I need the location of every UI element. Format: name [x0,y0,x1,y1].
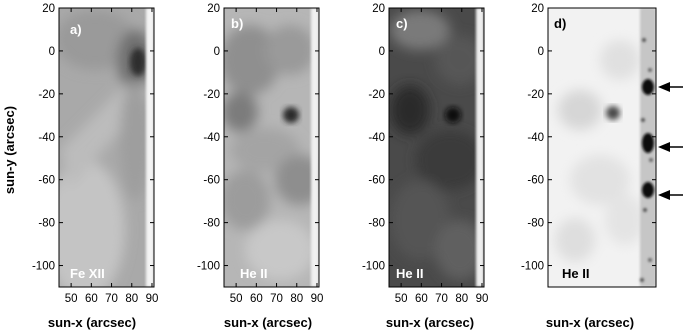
x-tick-label-0-2: 70 [105,293,118,305]
y-tick-label-1-2: -20 [203,89,220,101]
x-tick-label-2-4: 90 [476,293,489,305]
panel-c-image [389,8,484,287]
panel-letter-a: a) [70,22,82,37]
y-tick-label-1-3: -40 [203,132,220,144]
panel-d [547,7,657,288]
y-tick-label-3-0: 20 [531,3,544,15]
y-tick-label-3-2: -20 [527,89,544,101]
x-tick-label-0-4: 90 [146,293,159,305]
x-axis-title-c: sun-x (arcsec) [386,315,474,330]
y-tick-label-1-0: 20 [207,3,220,15]
ion-label-d: He II [562,266,589,281]
panel-letter-c: c) [396,16,408,31]
x-tick-label-1-2: 70 [270,293,283,305]
y-tick-label-2-6: -100 [362,261,385,273]
y-tick-label-1-5: -80 [203,218,220,230]
x-axis-title-b: sun-x (arcsec) [224,315,312,330]
y-tick-label-0-3: -40 [38,132,55,144]
x-tick-label-1-3: 80 [290,293,303,305]
x-tick-label-2-0: 50 [395,293,408,305]
panel-c [388,7,485,288]
ticks-layer: 20 0 -20 -40 -60 -80 -100 50 60 70 80 90 20 0 -20 -40 -6… [32,3,656,305]
panel-a-image [59,8,154,287]
x-axis-title-d: sun-x (arcsec) [546,315,634,330]
y-tick-label-1-4: -60 [203,175,220,187]
panel-d-image [548,8,656,287]
ion-label-a: Fe XII [70,266,105,281]
ion-label-c: He II [396,266,423,281]
y-tick-label-1-1: 0 [214,46,220,58]
x-tick-label-2-3: 80 [455,293,468,305]
x-tick-label-1-1: 60 [250,293,263,305]
y-tick-label-3-6: -100 [521,261,544,273]
x-tick-label-0-0: 50 [65,293,78,305]
y-axis-title: sun-y (arcsec) [2,106,17,194]
y-tick-label-1-6: -100 [197,261,220,273]
x-tick-label-0-1: 60 [85,293,98,305]
y-tick-label-2-5: -80 [368,218,385,230]
y-tick-label-0-4: -60 [38,175,55,187]
y-tick-label-2-4: -60 [368,175,385,187]
y-tick-label-0-6: -100 [32,261,55,273]
y-tick-label-3-5: -80 [527,218,544,230]
y-tick-label-0-2: -20 [38,89,55,101]
panel-b-image [224,8,319,287]
y-tick-label-3-1: 0 [538,46,544,58]
panel-letter-b: b) [231,16,243,31]
y-tick-label-0-5: -80 [38,218,55,230]
ion-label-b: He II [240,266,267,281]
panel-letter-d: d) [554,16,566,31]
arrow-icon-1 [658,82,683,92]
x-tick-label-1-0: 50 [230,293,243,305]
arrow-icon-3 [658,190,683,200]
panel-a [58,7,155,288]
x-axis-title-a: sun-x (arcsec) [48,315,136,330]
x-tick-label-2-1: 60 [415,293,428,305]
x-tick-label-0-3: 80 [125,293,138,305]
y-tick-label-2-3: -40 [368,132,385,144]
panel-b [223,7,320,288]
arrow-icon-2 [658,142,683,152]
y-tick-label-0-0: 20 [42,3,55,15]
y-tick-label-2-0: 20 [372,3,385,15]
y-tick-label-0-1: 0 [49,46,55,58]
x-tick-label-1-4: 90 [311,293,324,305]
y-tick-label-3-4: -60 [527,175,544,187]
y-tick-label-2-2: -20 [368,89,385,101]
x-tick-label-2-2: 70 [435,293,448,305]
y-tick-label-3-3: -40 [527,132,544,144]
y-tick-label-2-1: 0 [379,46,385,58]
